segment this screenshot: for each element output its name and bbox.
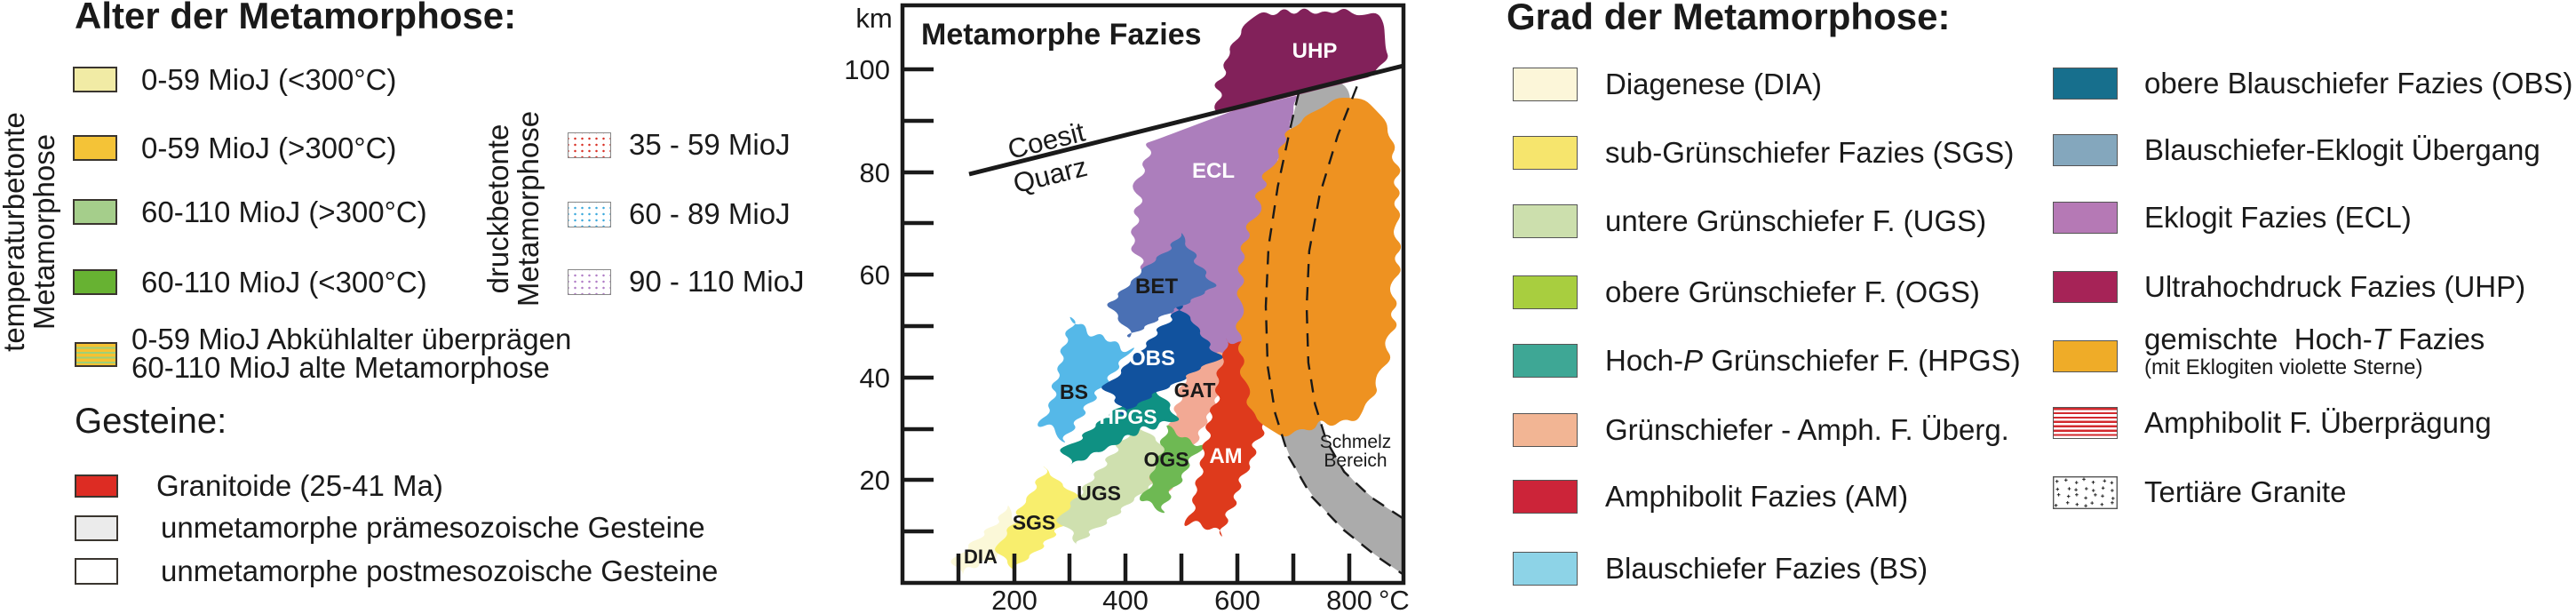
svg-text:60: 60 [860, 259, 890, 291]
svg-text:BS: BS [1060, 380, 1088, 403]
svg-text:80: 80 [860, 157, 890, 188]
svg-text:AM: AM [1209, 444, 1242, 468]
svg-text:°C: °C [1379, 585, 1410, 614]
svg-text:Metamorphe Fazies: Metamorphe Fazies [921, 18, 1202, 52]
svg-text:100: 100 [844, 54, 890, 85]
svg-text:40: 40 [860, 363, 890, 394]
svg-text:HPGS: HPGS [1099, 405, 1157, 428]
svg-text:Bereich: Bereich [1324, 451, 1387, 471]
svg-text:GAT: GAT [1174, 379, 1216, 402]
svg-text:DIA: DIA [964, 546, 998, 568]
svg-text:BET: BET [1135, 275, 1178, 299]
svg-text:km: km [855, 3, 892, 34]
svg-text:800: 800 [1326, 585, 1372, 614]
svg-text:OGS: OGS [1143, 448, 1189, 471]
svg-text:ECL: ECL [1192, 159, 1235, 183]
svg-text:UGS: UGS [1077, 482, 1121, 505]
svg-text:SGS: SGS [1013, 511, 1056, 534]
svg-text:200: 200 [991, 585, 1038, 614]
svg-text:OBS: OBS [1129, 347, 1175, 371]
svg-text:400: 400 [1102, 585, 1149, 614]
svg-text:20: 20 [860, 465, 890, 496]
svg-text:600: 600 [1214, 585, 1260, 614]
svg-text:UHP: UHP [1292, 39, 1338, 63]
svg-text:Schmelz: Schmelz [1320, 432, 1392, 452]
